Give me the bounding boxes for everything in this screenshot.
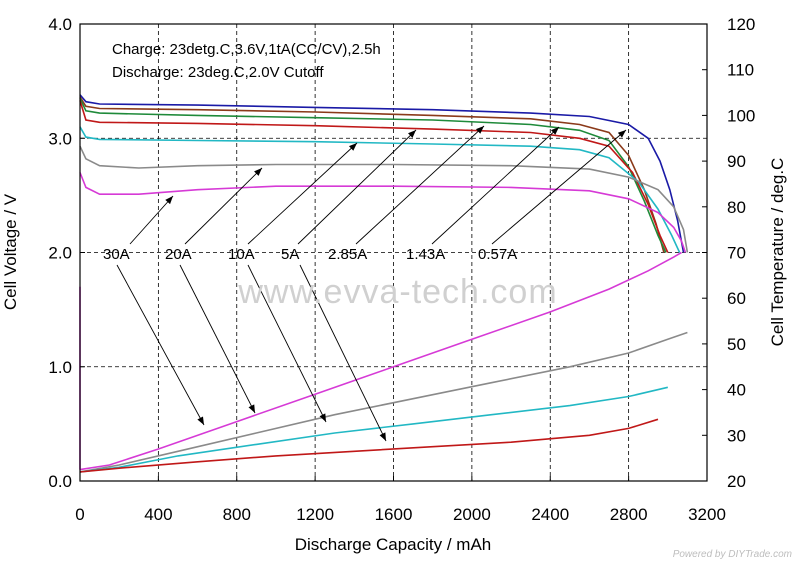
arrow-head (197, 416, 204, 425)
arrow-head (248, 404, 255, 413)
arrow-head (617, 130, 626, 138)
arrow-line (247, 142, 358, 245)
y2-axis-title: Cell Temperature / deg.C (768, 158, 787, 347)
y2-tick-label: 120 (727, 15, 755, 34)
x-tick-label: 2800 (610, 505, 648, 524)
x-tick-label: 800 (223, 505, 251, 524)
voltage-line-10a (79, 126, 681, 253)
arrow-line (491, 129, 627, 245)
y2-tick-label: 50 (727, 335, 746, 354)
y2-tick-label: 90 (727, 152, 746, 171)
x-tick-label: 2400 (531, 505, 569, 524)
rate-label-30a: 30A (103, 246, 130, 263)
arrow-head (475, 126, 484, 134)
y-axis-title: Cell Voltage / V (1, 193, 20, 310)
watermark-text: www.evva-tech.com (237, 273, 557, 311)
arrow-line (129, 195, 174, 245)
y2-tick-label: 70 (727, 244, 746, 263)
arrow-line (184, 167, 263, 245)
annotation-charge: Charge: 23detg.C,3.6V,1tA(CC/CV),2.5h (112, 41, 381, 58)
arrow-head (379, 432, 386, 441)
x-tick-label: 1200 (296, 505, 334, 524)
y2-tick-label: 40 (727, 381, 746, 400)
x-axis-title: Discharge Capacity / mAh (295, 535, 492, 554)
y2-tick-label: 20 (727, 472, 746, 491)
voltage-line-5a (79, 100, 669, 253)
voltage-line-2-85a (79, 97, 667, 253)
rate-label-5a: 5A (281, 246, 299, 263)
temperature-line-10a (79, 386, 668, 473)
rate-label-20a: 20A (165, 246, 192, 263)
credit-text: Powered by DIYTrade.com (673, 549, 792, 560)
y2-tick-label: 30 (727, 426, 746, 445)
arrow-head (319, 413, 326, 422)
arrow-head (550, 127, 559, 135)
arrow-line (355, 125, 485, 245)
arrow-line (179, 264, 256, 414)
series-group (79, 94, 689, 473)
arrow-line (299, 264, 387, 442)
arrow-head (254, 168, 262, 176)
annotation-arrows (116, 125, 627, 442)
arrow-line (116, 264, 205, 426)
temperature-line-5a (79, 418, 659, 473)
rate-label-10a: 10A (228, 246, 255, 263)
voltage-line-30a (79, 172, 687, 253)
arrow-line (297, 129, 417, 245)
y-tick-label: 2.0 (48, 244, 72, 263)
x-tick-label: 1600 (375, 505, 413, 524)
rate-label-2-85a: 2.85A (328, 246, 367, 263)
grid-lines (80, 24, 707, 481)
arrow-head (165, 196, 173, 205)
arrow-line (247, 264, 327, 423)
rate-label-0-57a: 0.57A (478, 246, 517, 263)
rate-label-1-43a: 1.43A (406, 246, 445, 263)
y2-tick-label: 110 (727, 61, 754, 80)
temperature-line-30a (79, 251, 682, 471)
arrow-head (408, 130, 416, 138)
voltage-line-20a (79, 145, 689, 253)
arrow-line (431, 126, 560, 245)
y2-tick-label: 80 (727, 198, 746, 217)
y-tick-label: 4.0 (48, 15, 72, 34)
y2-tick-label: 60 (727, 289, 746, 308)
x-tick-label: 400 (144, 505, 172, 524)
arrow-head (348, 143, 357, 151)
x-tick-label: 2000 (453, 505, 491, 524)
x-tick-label: 3200 (688, 505, 726, 524)
y-tick-label: 3.0 (48, 129, 72, 148)
tick-labels: 0 400 800 1200 1600 2000 2400 2800 3200 0.0 1.0 2.0… (48, 15, 755, 524)
y-tick-label: 1.0 (48, 358, 72, 377)
x-tick-label: 0 (75, 505, 84, 524)
temperature-line-20a (79, 331, 688, 473)
y2-tick-label: 100 (727, 106, 755, 125)
annotation-discharge: Discharge: 23deg.C,2.0V Cutoff (112, 64, 324, 81)
y-tick-label: 0.0 (48, 472, 72, 491)
voltage-line-0-57a (79, 94, 685, 253)
